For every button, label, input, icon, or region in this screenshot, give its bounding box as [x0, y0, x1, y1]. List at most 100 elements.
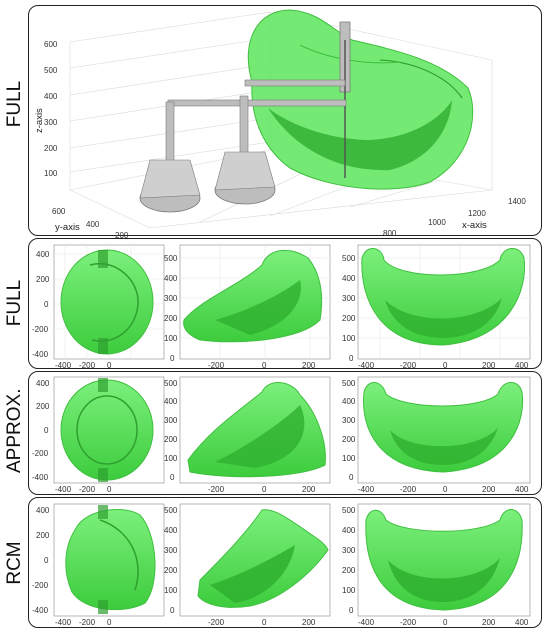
r3-mx-0: 0 — [262, 485, 267, 494]
r3-lx-0: 0 — [107, 485, 112, 494]
x-tick-800: 800 — [383, 229, 397, 238]
r3-ly-m400: -400 — [32, 473, 49, 482]
r3-my-500: 500 — [164, 379, 178, 388]
y-axis-label: y-axis — [55, 222, 80, 233]
r3-ly-200: 200 — [36, 402, 50, 411]
r4-ry-500: 500 — [342, 506, 356, 515]
subplot-approx-side-view-1 — [179, 376, 331, 484]
r4-ly-0: 0 — [44, 556, 49, 565]
y-tick-600: 600 — [52, 207, 66, 216]
r2-rx-m200: -200 — [400, 361, 417, 370]
r3-rx-m200: -200 — [400, 485, 417, 494]
r4-lx-m200: -200 — [79, 618, 96, 627]
r3-mx-m200: -200 — [208, 485, 225, 494]
r2-lx-m400: -400 — [55, 361, 72, 370]
subplot-rcm-side-view-2 — [357, 503, 531, 617]
r2-my-400: 400 — [164, 274, 178, 283]
r2-lx-m200: -200 — [79, 361, 96, 370]
subplot-full-side-view-1 — [179, 244, 331, 360]
r3-rx-0: 0 — [443, 485, 448, 494]
r2-ly-400: 400 — [36, 250, 50, 259]
r3-ly-400: 400 — [36, 379, 50, 388]
r3-mx-200: 200 — [302, 485, 316, 494]
x-tick-1200: 1200 — [468, 209, 486, 218]
r3-my-0: 0 — [170, 473, 175, 482]
r4-ly-400: 400 — [36, 506, 50, 515]
r4-mx-0: 0 — [262, 618, 267, 627]
y-tick-400: 400 — [86, 220, 100, 229]
r4-ly-m400: -400 — [32, 606, 49, 615]
r2-ry-300: 300 — [342, 294, 356, 303]
r2-mx-0: 0 — [262, 361, 267, 370]
subplot-approx-top-view — [53, 376, 165, 484]
r2-my-0: 0 — [170, 354, 175, 363]
r4-ry-100: 100 — [342, 586, 356, 595]
subplot-full-top-view — [53, 244, 165, 360]
z-tick-400: 400 — [44, 92, 58, 101]
plot-3d-workspace: 600 500 400 300 200 100 z-axis 600 400 2… — [34, 9, 526, 240]
r4-ry-300: 300 — [342, 546, 356, 555]
r4-rx-0: 0 — [443, 618, 448, 627]
r2-my-100: 100 — [164, 334, 178, 343]
z-tick-500: 500 — [44, 66, 58, 75]
z-axis-label: z-axis — [34, 108, 45, 133]
r2-ly-200: 200 — [36, 275, 50, 284]
z-tick-200: 200 — [44, 144, 58, 153]
r3-my-300: 300 — [164, 416, 178, 425]
r2-ry-200: 200 — [342, 314, 356, 323]
r2-ry-500: 500 — [342, 254, 356, 263]
r2-ry-100: 100 — [342, 334, 356, 343]
r2-rx-m400: -400 — [358, 361, 375, 370]
workspace-3d-shape — [247, 9, 474, 190]
r3-ry-0: 0 — [349, 473, 354, 482]
r3-my-200: 200 — [164, 435, 178, 444]
r2-rx-0: 0 — [443, 361, 448, 370]
r2-rx-400: 400 — [515, 361, 529, 370]
subplot-rcm-top-view — [53, 503, 165, 617]
r3-my-400: 400 — [164, 397, 178, 406]
r2-mx-m200: -200 — [208, 361, 225, 370]
subplot-approx-side-view-2 — [357, 376, 531, 484]
r3-ry-300: 300 — [342, 416, 356, 425]
r4-mx-m200: -200 — [208, 618, 225, 627]
r4-my-200: 200 — [164, 566, 178, 575]
robot-model — [139, 21, 351, 213]
r3-ry-100: 100 — [342, 454, 356, 463]
r4-rx-m400: -400 — [358, 618, 375, 627]
r3-ry-400: 400 — [342, 397, 356, 406]
r4-rx-m200: -200 — [400, 618, 417, 627]
r4-mx-200: 200 — [302, 618, 316, 627]
y-tick-200: 200 — [115, 231, 129, 240]
r4-my-400: 400 — [164, 526, 178, 535]
r3-ly-0: 0 — [44, 426, 49, 435]
r4-rx-400: 400 — [515, 618, 529, 627]
r3-lx-m200: -200 — [79, 485, 96, 494]
r2-my-300: 300 — [164, 294, 178, 303]
r3-rx-m400: -400 — [358, 485, 375, 494]
r4-lx-0: 0 — [107, 618, 112, 627]
r2-my-500: 500 — [164, 254, 178, 263]
r2-ly-m200: -200 — [32, 325, 49, 334]
r2-my-200: 200 — [164, 314, 178, 323]
x-tick-1000: 1000 — [428, 218, 446, 227]
r4-my-0: 0 — [170, 606, 175, 615]
r4-ry-0: 0 — [349, 606, 354, 615]
r3-ly-m200: -200 — [32, 449, 49, 458]
r4-ry-200: 200 — [342, 566, 356, 575]
r2-rx-200: 200 — [482, 361, 496, 370]
r3-lx-m400: -400 — [55, 485, 72, 494]
z-tick-600: 600 — [44, 40, 58, 49]
r3-rx-200: 200 — [482, 485, 496, 494]
r4-lx-m400: -400 — [55, 618, 72, 627]
r3-ry-200: 200 — [342, 435, 356, 444]
x-axis-label: x-axis — [462, 220, 487, 231]
z-tick-300: 300 — [44, 118, 58, 127]
r4-ly-m200: -200 — [32, 581, 49, 590]
r4-my-300: 300 — [164, 546, 178, 555]
r4-rx-200: 200 — [482, 618, 496, 627]
subplot-rcm-side-view-1 — [179, 503, 331, 617]
r4-my-100: 100 — [164, 586, 178, 595]
r3-my-100: 100 — [164, 454, 178, 463]
r3-ry-500: 500 — [342, 379, 356, 388]
